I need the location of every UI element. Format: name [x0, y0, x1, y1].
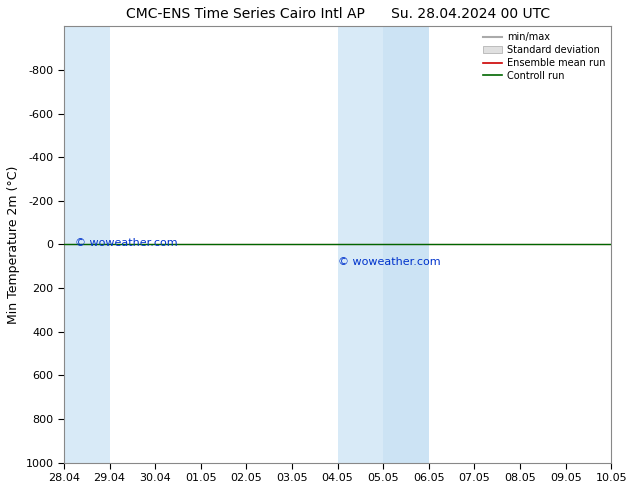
Bar	[383, 26, 429, 463]
Bar	[64, 26, 110, 463]
Bar	[337, 26, 383, 463]
Title: CMC-ENS Time Series Cairo Intl AP      Su. 28.04.2024 00 UTC: CMC-ENS Time Series Cairo Intl AP Su. 28…	[126, 7, 550, 21]
Legend: min/max, Standard deviation, Ensemble mean run, Controll run: min/max, Standard deviation, Ensemble me…	[479, 28, 609, 85]
Text: © woweather.com: © woweather.com	[75, 238, 178, 248]
Text: © woweather.com: © woweather.com	[337, 257, 440, 267]
Y-axis label: Min Temperature 2m (°C): Min Temperature 2m (°C)	[7, 165, 20, 324]
